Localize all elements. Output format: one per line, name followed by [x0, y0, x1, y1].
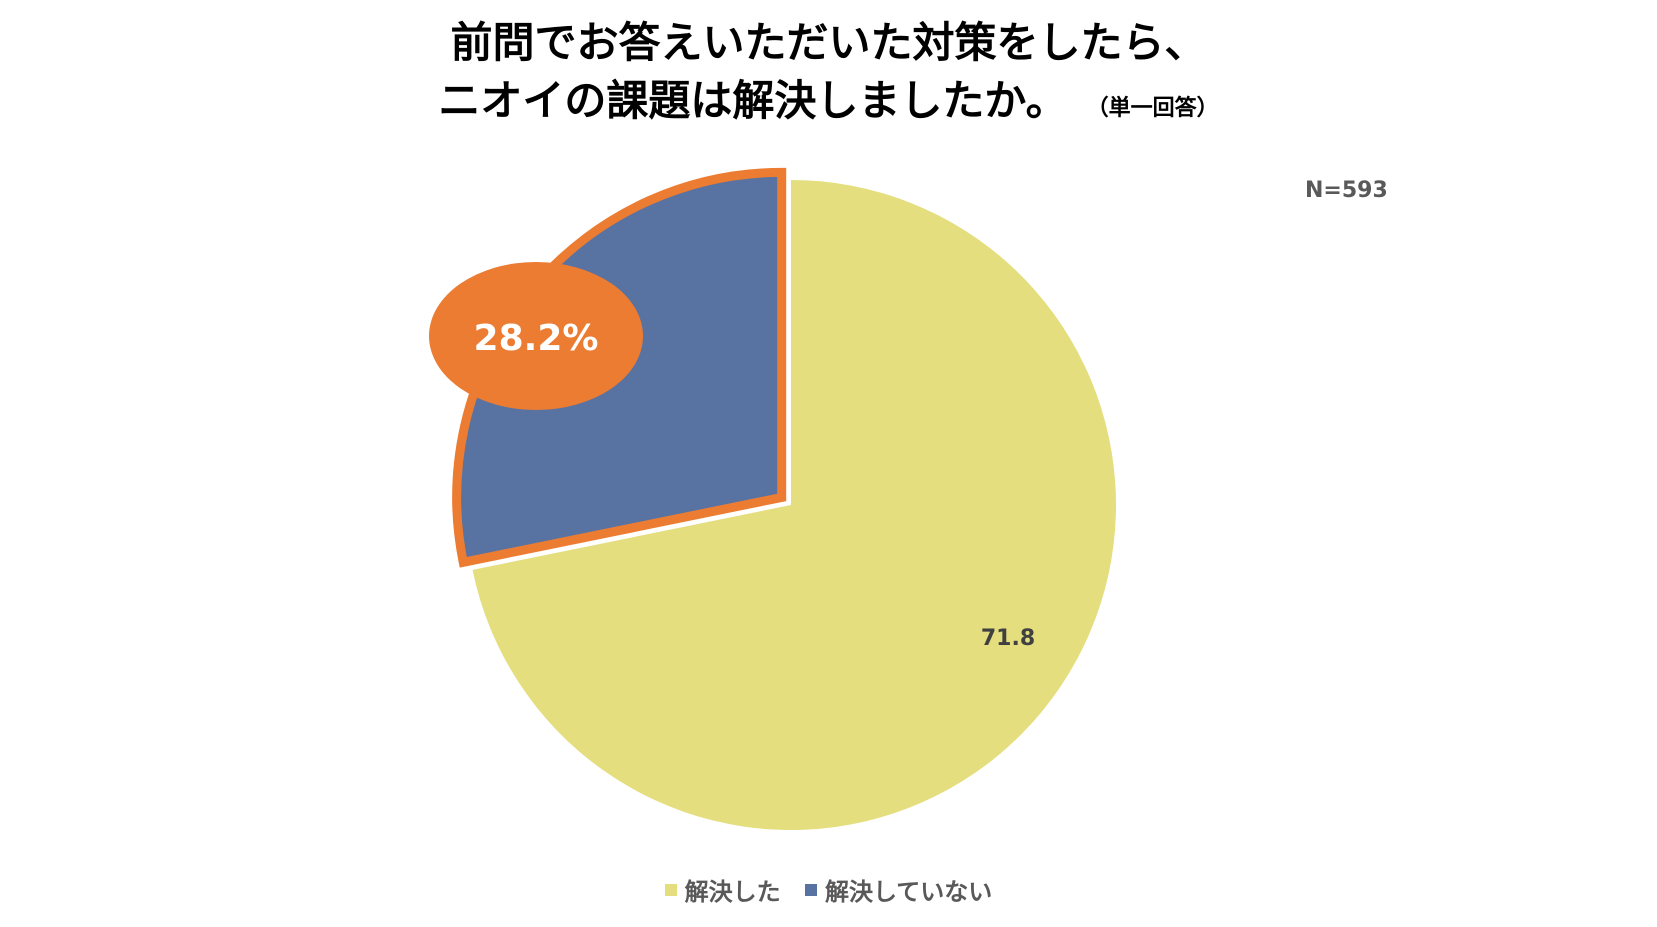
chart-title-line-2: ニオイの課題は解決しましたか。 （単一回答）: [0, 72, 1657, 138]
callout-bubble-not-resolved: [429, 262, 643, 410]
legend-item-not-resolved: 解決していない: [805, 872, 992, 907]
pie-slice-resolved: [472, 180, 1117, 831]
chart-title-note: （単一回答）: [1097, 96, 1219, 121]
legend-item-resolved: 解決した: [664, 872, 781, 907]
chart-title-line-1: 前問でお答えいただいた対策をしたら、: [450, 18, 1207, 67]
data-label-resolved: 71.8: [981, 626, 1035, 651]
chart-title-line-2-text: ニオイの課題は解決しましたか。: [438, 76, 1068, 125]
chart-legend: 解決した 解決していない: [0, 872, 1657, 907]
sample-size-label: N=593: [1305, 178, 1388, 203]
chart-title: 前問でお答えいただいた対策をしたら、 ニオイの課題は解決しましたか。 （単一回答）: [0, 14, 1657, 138]
legend-label-not-resolved: 解決していない: [825, 878, 993, 906]
legend-label-resolved: 解決した: [684, 878, 781, 906]
data-label-not-resolved: 28.2%: [474, 318, 599, 359]
legend-swatch-resolved: [664, 883, 677, 896]
legend-swatch-not-resolved: [805, 883, 818, 896]
